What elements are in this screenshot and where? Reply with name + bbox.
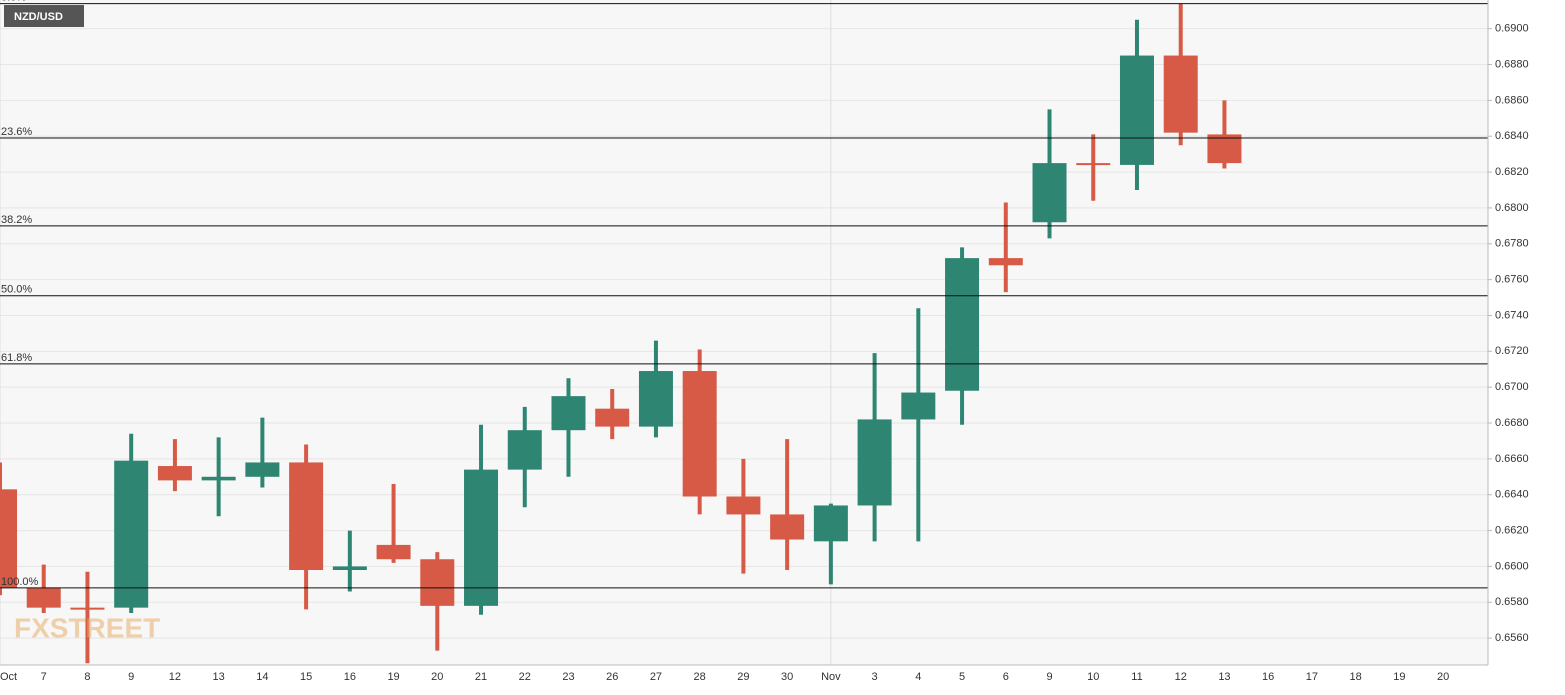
x-tick-label: 18 (1350, 671, 1362, 683)
candle-body (507, 430, 542, 470)
candle-body (420, 559, 455, 606)
fib-label: 0.0% (1, 0, 26, 3)
candle-body (770, 514, 805, 540)
y-tick-label: 0.6600 (1495, 560, 1529, 572)
x-tick-label: 23 (562, 671, 574, 683)
y-tick-label: 0.6840 (1495, 130, 1529, 142)
y-tick-label: 0.6780 (1495, 238, 1529, 250)
y-tick-label: 0.6660 (1495, 453, 1529, 465)
candle-body (114, 460, 149, 608)
x-tick-label: 3 (872, 671, 878, 683)
candle-body (70, 607, 105, 610)
x-tick-label: 29 (737, 671, 749, 683)
x-tick-label: 27 (650, 671, 662, 683)
candle-body (1207, 134, 1242, 164)
x-tick-label: 9 (128, 671, 134, 683)
x-tick-label: 5 (959, 671, 965, 683)
candle-body (988, 258, 1023, 266)
x-tick-label: 20 (431, 671, 443, 683)
x-tick-label: 14 (256, 671, 268, 683)
candle-body (551, 396, 586, 431)
y-tick-label: 0.6800 (1495, 202, 1529, 214)
x-tick-label: 28 (694, 671, 706, 683)
candle-body (1076, 163, 1111, 166)
candle-body (726, 496, 761, 515)
candle-body (1119, 55, 1154, 165)
candle-body (332, 566, 367, 570)
title-box (4, 5, 84, 27)
candle-body (1032, 163, 1067, 223)
fib-label: 50.0% (1, 284, 32, 296)
candle-body (157, 466, 192, 481)
candle-body (464, 469, 499, 606)
x-tick-label: 6 (1003, 671, 1009, 683)
candle-body (638, 371, 673, 427)
y-tick-label: 0.6620 (1495, 524, 1529, 536)
candle-body (813, 505, 848, 542)
y-tick-label: 0.6820 (1495, 166, 1529, 178)
x-tick-label: 20 (1437, 671, 1449, 683)
x-tick-label: 12 (1175, 671, 1187, 683)
x-tick-label: 17 (1306, 671, 1318, 683)
x-tick-label: 26 (606, 671, 618, 683)
y-tick-label: 0.6640 (1495, 489, 1529, 501)
y-tick-label: 0.6720 (1495, 345, 1529, 357)
fib-label: 23.6% (1, 126, 32, 138)
y-tick-label: 0.6760 (1495, 274, 1529, 286)
x-tick-label: Oct (0, 671, 17, 683)
candle-body (26, 587, 61, 608)
candle-body (201, 476, 236, 481)
x-tick-label: 16 (1262, 671, 1274, 683)
x-tick-label: 10 (1087, 671, 1099, 683)
x-tick-label: 13 (213, 671, 225, 683)
candle-body (595, 408, 630, 427)
x-tick-label: 19 (387, 671, 399, 683)
x-tick-label: 12 (169, 671, 181, 683)
candle-body (245, 462, 280, 477)
y-tick-label: 0.6900 (1495, 23, 1529, 35)
y-tick-label: 0.6560 (1495, 632, 1529, 644)
x-tick-label: 7 (41, 671, 47, 683)
candle-body (0, 489, 17, 588)
x-tick-label: 21 (475, 671, 487, 683)
watermark: FXSTREET (14, 612, 160, 643)
x-tick-label: 16 (344, 671, 356, 683)
y-tick-label: 0.6740 (1495, 309, 1529, 321)
y-tick-label: 0.6580 (1495, 596, 1529, 608)
x-tick-label: 19 (1393, 671, 1405, 683)
candle-body (1163, 55, 1198, 133)
x-tick-label: 8 (84, 671, 90, 683)
x-tick-label: 30 (781, 671, 793, 683)
x-tick-label: 22 (519, 671, 531, 683)
y-tick-label: 0.6880 (1495, 58, 1529, 70)
x-tick-label: 15 (300, 671, 312, 683)
x-tick-label: Nov (821, 671, 841, 683)
fib-label: 61.8% (1, 352, 32, 364)
fib-label: 38.2% (1, 214, 32, 226)
x-tick-label: 4 (915, 671, 921, 683)
candle-body (289, 462, 324, 570)
candle-body (901, 392, 936, 420)
y-tick-label: 0.6680 (1495, 417, 1529, 429)
x-tick-label: 9 (1046, 671, 1052, 683)
candle-body (376, 544, 411, 560)
fib-label: 100.0% (1, 576, 39, 588)
chart-title: NZD/USD (14, 11, 63, 23)
candle-body (945, 258, 980, 391)
candle-body (682, 371, 717, 497)
y-tick-label: 0.6860 (1495, 94, 1529, 106)
grid (0, 0, 1488, 665)
x-tick-label: 13 (1218, 671, 1230, 683)
candle-body (857, 419, 892, 506)
marks (0, 3, 1488, 664)
x-tick-label: 11 (1131, 671, 1142, 683)
y-tick-label: 0.6700 (1495, 381, 1529, 393)
